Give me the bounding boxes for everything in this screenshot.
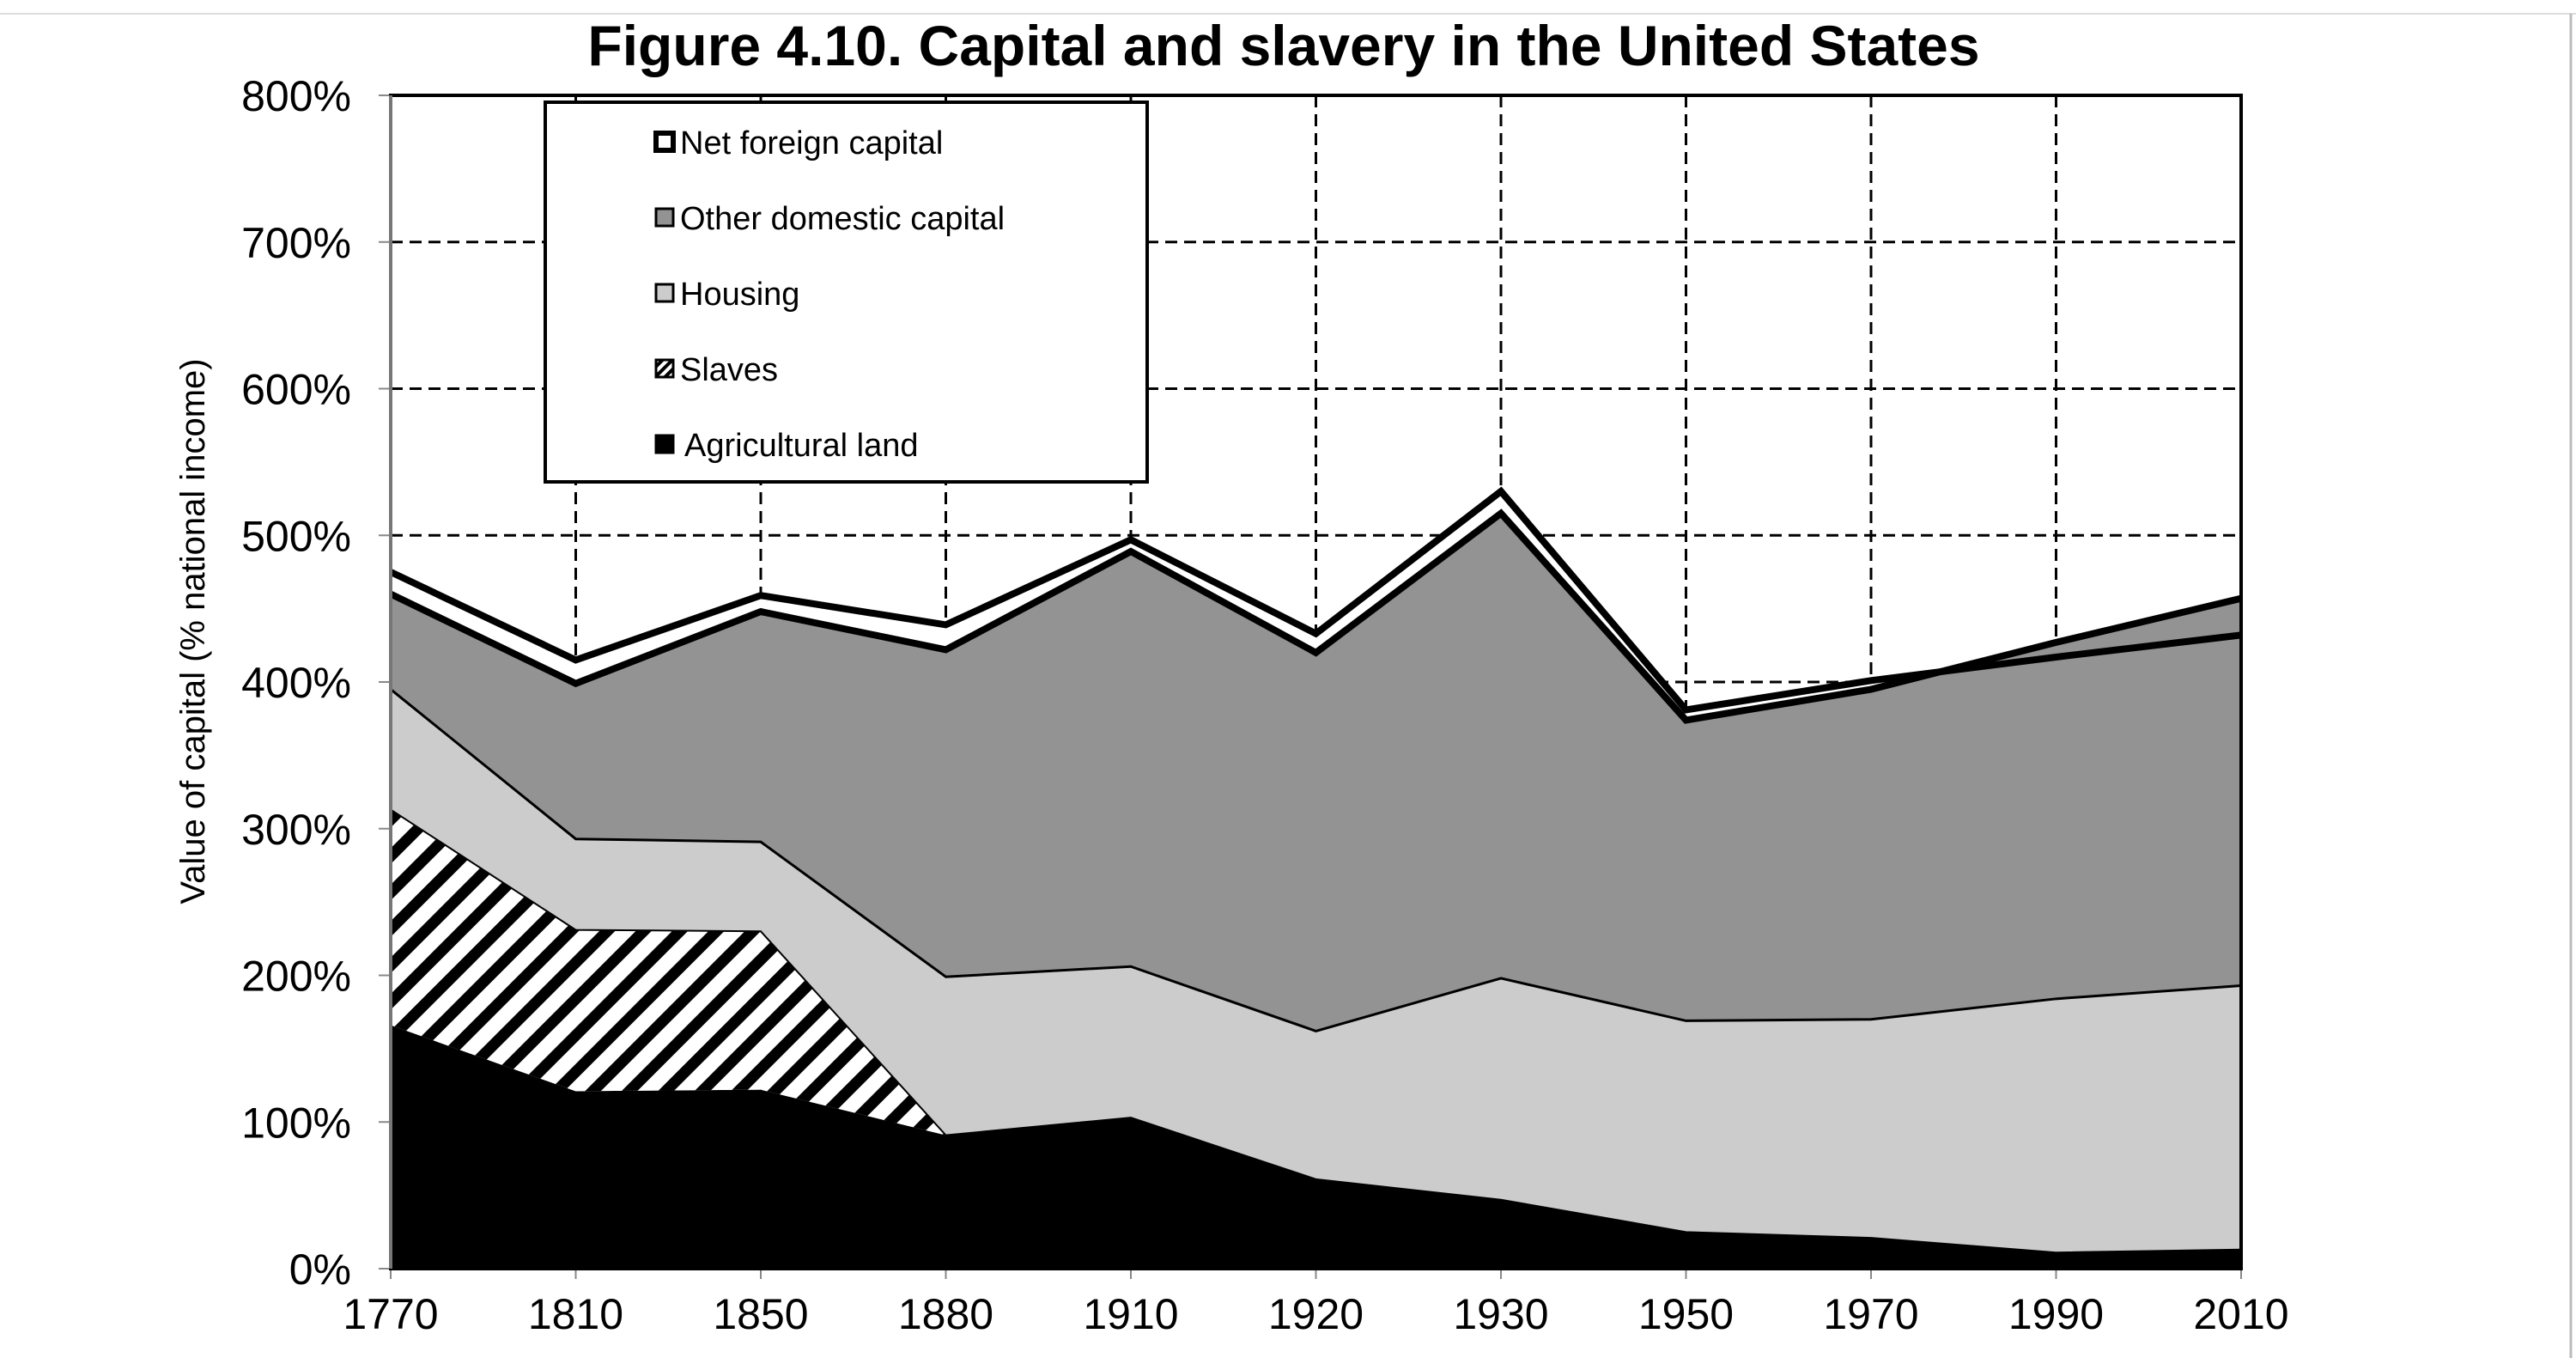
x-tick-label: 1910	[1083, 1290, 1178, 1338]
legend-swatch-agricultural-land	[654, 434, 675, 454]
boundary-line	[390, 688, 2242, 1032]
y-tick-label: 500%	[241, 512, 351, 560]
y-tick-label: 100%	[241, 1099, 351, 1147]
legend-label-other-domestic-capital: Other domestic capital	[680, 201, 1005, 237]
area-slaves	[391, 809, 2241, 1253]
legend-box	[544, 100, 1149, 484]
legend-swatch-housing	[654, 283, 675, 303]
y-tick-label: 600%	[241, 366, 351, 414]
y-tick-label: 0%	[289, 1245, 351, 1294]
boundary-line	[390, 808, 2242, 1254]
area-net-foreign-capital	[391, 491, 2241, 721]
chart-title: Figure 4.10. Capital and slavery in the …	[587, 14, 1979, 77]
axes: 0% 100% 200% 300% 400% 500% 600% 700% 800% 1770 18…	[241, 72, 2289, 1338]
area-housing	[391, 689, 2241, 1253]
legend-label-slaves: Slaves	[680, 352, 778, 388]
y-tick-label: 200%	[241, 953, 351, 1001]
y-tick-label: 700%	[241, 219, 351, 267]
x-tick-label: 1970	[1823, 1290, 1918, 1338]
x-tick-label: 1810	[528, 1290, 623, 1338]
net-foreign-top-line	[389, 486, 2242, 714]
y-axis-label: Value of capital (% national income)	[174, 358, 212, 904]
areas	[391, 491, 2241, 1269]
legend-label-agricultural-land: Agricultural land	[684, 428, 918, 464]
y-tick-label: 800%	[241, 72, 351, 120]
x-tick-label: 1920	[1268, 1290, 1364, 1338]
x-tick-label: 1930	[1453, 1290, 1548, 1338]
x-tick-label: 1850	[713, 1290, 808, 1338]
series-lines	[389, 486, 2242, 1254]
legend-swatch-other-domestic-capital	[654, 207, 675, 228]
x-tick-label: 1880	[898, 1290, 993, 1338]
y-tick-label: 300%	[241, 806, 351, 854]
x-tick-label: 1770	[343, 1290, 438, 1338]
legend-label-housing: Housing	[680, 277, 799, 313]
legend-label-net-foreign-capital: Net foreign capital	[680, 125, 943, 161]
y-tick-label: 400%	[241, 659, 351, 707]
area-other-domestic-capital	[391, 513, 2241, 1032]
area-agricultural-land	[391, 1025, 2241, 1269]
x-tick-label: 1950	[1638, 1290, 1734, 1338]
legend-swatch-slaves	[654, 358, 675, 379]
legend: Net foreign capital Other domestic capita…	[544, 100, 1149, 484]
x-tick-label: 1990	[2008, 1290, 2104, 1338]
legend-swatch-net-foreign-capital	[653, 131, 676, 153]
x-tick-label: 2010	[2193, 1290, 2288, 1338]
